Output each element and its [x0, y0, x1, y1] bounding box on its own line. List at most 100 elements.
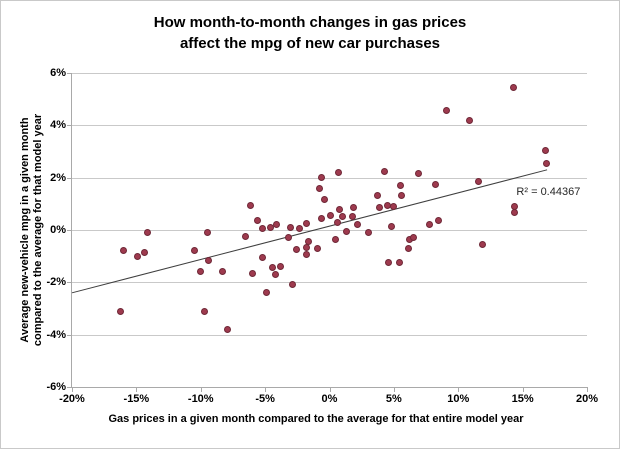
scatter-point — [373, 192, 381, 200]
scatter-point — [376, 204, 384, 212]
scatter-point — [435, 217, 443, 225]
chart-title: How month-to-month changes in gas prices… — [1, 12, 619, 54]
scatter-point — [224, 325, 232, 333]
x-tick-mark — [458, 387, 460, 392]
scatter-point — [190, 247, 198, 255]
x-tick-label: -10% — [187, 393, 214, 405]
scatter-point — [395, 259, 403, 267]
x-tick-label: 5% — [385, 393, 402, 405]
scatter-point — [335, 168, 342, 176]
scatter-point — [331, 235, 339, 243]
scatter-point — [350, 204, 358, 212]
scatter-point — [201, 307, 209, 315]
scatter-point — [296, 225, 304, 233]
gridline-y-0% — [72, 230, 587, 231]
y-tick-label: 6% — [50, 67, 66, 79]
scatter-point — [266, 223, 274, 231]
scatter-point — [318, 214, 326, 222]
scatter-point — [271, 270, 279, 278]
scatter-point — [248, 269, 256, 277]
x-tick-mark — [265, 387, 267, 392]
scatter-point — [144, 229, 152, 237]
scatter-point — [342, 227, 350, 235]
gridline-y--2% — [72, 282, 587, 284]
y-tick-mark — [67, 73, 72, 74]
y-tick-mark — [67, 282, 72, 284]
x-tick-mark — [393, 387, 395, 392]
scatter-point — [364, 229, 372, 237]
x-tick-mark — [200, 387, 202, 392]
scatter-point — [284, 234, 292, 242]
scatter-point — [385, 259, 393, 267]
x-tick-label: 15% — [511, 393, 534, 405]
scatter-point — [320, 196, 328, 204]
x-tick-mark — [587, 387, 588, 392]
y-tick-label: 0% — [50, 224, 66, 236]
scatter-point — [510, 83, 518, 91]
gridline-y-4% — [72, 125, 587, 127]
scatter-point — [203, 229, 211, 237]
y-tick-mark — [67, 334, 72, 336]
scatter-point — [269, 264, 277, 272]
y-tick-label: -2% — [46, 276, 66, 289]
scatter-point — [443, 107, 451, 115]
x-tick-mark — [136, 387, 138, 392]
x-tick-label: -5% — [255, 393, 275, 405]
scatter-point — [387, 222, 395, 230]
x-axis-title: Gas prices in a given month compared to … — [108, 413, 524, 425]
y-tick-label: 2% — [50, 171, 66, 184]
scatter-point — [354, 221, 362, 229]
x-tick-mark — [72, 387, 73, 392]
scatter-point — [204, 256, 212, 264]
scatter-point — [381, 167, 389, 175]
x-tick-label: -15% — [123, 393, 150, 405]
scatter-point — [134, 252, 142, 260]
scatter-point — [398, 192, 406, 200]
y-tick-mark — [67, 230, 72, 231]
scatter-point — [277, 263, 285, 271]
scatter-point — [117, 307, 125, 315]
scatter-point — [396, 182, 404, 190]
scatter-point — [318, 174, 326, 182]
scatter-point — [404, 244, 412, 252]
plot-area: 6% 4% 2% 0% -2% -4% -6% -20% -15% -10% -5% 0% 5% 10% 1… — [46, 67, 598, 405]
y-tick-mark — [67, 387, 72, 388]
scatter-point — [292, 246, 300, 254]
gridline-y--4% — [72, 334, 587, 336]
scatter-point — [333, 218, 341, 226]
x-tick-label: 20% — [575, 393, 599, 405]
scatter-point — [390, 202, 398, 210]
r-squared-label: R² = 0.44367 — [516, 186, 581, 199]
scatter-point — [327, 212, 335, 220]
scatter-point — [314, 244, 322, 252]
scatter-point — [259, 253, 267, 261]
scatter-point — [541, 146, 549, 154]
scatter-point — [305, 238, 313, 246]
scatter-point — [542, 159, 550, 167]
scatter-point — [259, 225, 267, 233]
scatter-point — [288, 281, 296, 289]
scatter-point — [414, 170, 422, 178]
scatter-point — [338, 213, 346, 221]
y-tick-mark — [67, 125, 72, 127]
x-tick-label: 0% — [321, 393, 338, 405]
chart-title-line2: affect the mpg of new car purchases — [179, 35, 441, 52]
y-tick-label: -6% — [46, 381, 66, 393]
scatter-point — [273, 221, 281, 229]
scatter-point — [140, 248, 148, 256]
x-tick-mark — [329, 387, 331, 392]
x-tick-label: -20% — [59, 393, 85, 405]
scatter-point — [475, 178, 483, 186]
gridline-y-2% — [72, 177, 587, 179]
y-tick-label: 4% — [50, 119, 66, 132]
scatter-point — [197, 268, 205, 276]
scatter-point — [302, 251, 310, 259]
scatter-point — [479, 240, 487, 248]
scatter-point — [409, 234, 417, 242]
scatter-point — [426, 221, 434, 229]
scatter-point — [349, 213, 357, 221]
scatter-point — [219, 268, 227, 276]
scatter-point — [431, 180, 439, 188]
trend-line — [71, 169, 548, 294]
